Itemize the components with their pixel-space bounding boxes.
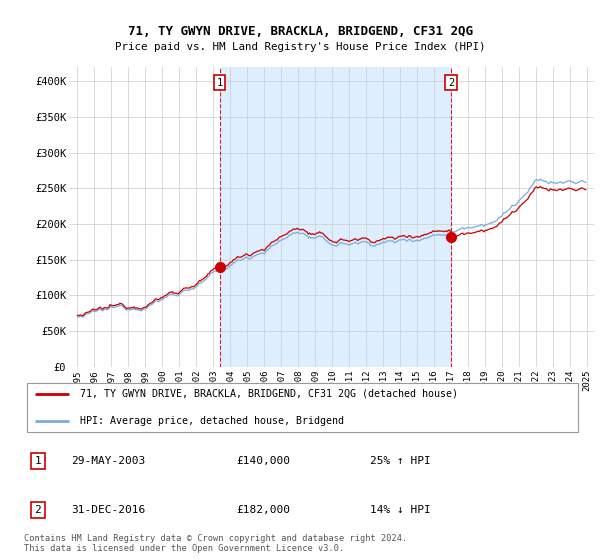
Text: Contains HM Land Registry data © Crown copyright and database right 2024.
This d: Contains HM Land Registry data © Crown c… xyxy=(24,534,407,553)
Text: 1: 1 xyxy=(217,78,223,88)
Text: 31-DEC-2016: 31-DEC-2016 xyxy=(71,505,146,515)
Text: 2: 2 xyxy=(448,78,454,88)
Text: 29-MAY-2003: 29-MAY-2003 xyxy=(71,456,146,466)
Bar xyxy=(220,67,451,367)
Text: £140,000: £140,000 xyxy=(236,456,290,466)
Text: HPI: Average price, detached house, Bridgend: HPI: Average price, detached house, Brid… xyxy=(80,416,344,426)
Text: 71, TY GWYN DRIVE, BRACKLA, BRIDGEND, CF31 2QG (detached house): 71, TY GWYN DRIVE, BRACKLA, BRIDGEND, CF… xyxy=(80,389,458,399)
Text: 25% ↑ HPI: 25% ↑ HPI xyxy=(370,456,431,466)
Text: 1: 1 xyxy=(35,456,41,466)
Text: 71, TY GWYN DRIVE, BRACKLA, BRIDGEND, CF31 2QG: 71, TY GWYN DRIVE, BRACKLA, BRIDGEND, CF… xyxy=(128,25,473,38)
Text: 2: 2 xyxy=(35,505,41,515)
Text: Price paid vs. HM Land Registry's House Price Index (HPI): Price paid vs. HM Land Registry's House … xyxy=(115,42,485,52)
Text: 14% ↓ HPI: 14% ↓ HPI xyxy=(370,505,431,515)
Text: £182,000: £182,000 xyxy=(236,505,290,515)
FancyBboxPatch shape xyxy=(27,383,578,432)
